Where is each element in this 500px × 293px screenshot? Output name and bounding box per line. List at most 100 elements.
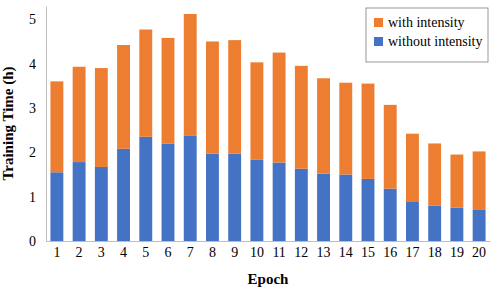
bar <box>339 174 352 241</box>
bar <box>317 174 330 241</box>
x-tick-label: 6 <box>165 245 172 260</box>
x-tick-label: 11 <box>272 245 285 260</box>
x-tick: 5 <box>142 241 149 260</box>
bar <box>250 62 263 160</box>
bar <box>139 30 152 137</box>
bar <box>117 45 130 149</box>
legend-label: without intensity <box>388 34 483 49</box>
y-tick-label: 3 <box>29 101 36 116</box>
x-tick: 12 <box>294 241 308 260</box>
y-tick-label: 4 <box>29 57 36 72</box>
x-tick: 18 <box>428 241 442 260</box>
x-tick: 19 <box>450 241 464 260</box>
x-tick: 2 <box>76 241 83 260</box>
bar <box>250 160 263 241</box>
chart: 0123451234567891011121314151617181920Epo… <box>0 0 500 293</box>
bar <box>139 137 152 241</box>
y-tick: 5 <box>29 12 46 27</box>
x-tick-label: 4 <box>120 245 127 260</box>
bar <box>162 143 175 241</box>
series-bars <box>50 14 485 210</box>
x-tick: 15 <box>361 241 375 260</box>
x-tick-label: 16 <box>383 245 397 260</box>
x-tick: 10 <box>250 241 264 260</box>
x-tick-label: 12 <box>294 245 308 260</box>
bar <box>295 169 308 241</box>
bar <box>450 208 463 241</box>
bar <box>95 68 108 167</box>
bar <box>50 81 63 172</box>
y-tick: 4 <box>29 57 46 72</box>
bar <box>428 206 441 241</box>
x-tick-label: 7 <box>187 245 194 260</box>
x-tick: 4 <box>120 241 127 260</box>
bar <box>450 155 463 208</box>
x-tick-label: 18 <box>428 245 442 260</box>
legend-swatch <box>374 18 383 27</box>
x-axis-line <box>47 241 491 242</box>
y-tick-label: 1 <box>29 190 36 205</box>
legend-box <box>366 8 488 62</box>
x-tick: 11 <box>272 241 285 260</box>
legend-item: with intensity <box>374 15 465 30</box>
y-tick: 2 <box>29 145 46 160</box>
x-tick-label: 1 <box>53 245 60 260</box>
legend-label: with intensity <box>388 15 465 30</box>
bar <box>73 162 86 241</box>
bar <box>117 149 130 241</box>
bar <box>384 105 397 189</box>
legend-item: without intensity <box>374 34 483 49</box>
y-tick: 3 <box>29 101 46 116</box>
bar <box>473 210 486 241</box>
y-tick-label: 5 <box>29 12 36 27</box>
x-tick-label: 14 <box>339 245 353 260</box>
y-tick-label: 0 <box>29 234 36 249</box>
bar <box>273 163 286 241</box>
x-tick: 13 <box>317 241 331 260</box>
x-tick: 9 <box>231 241 238 260</box>
bar <box>184 14 197 136</box>
bar <box>406 202 419 241</box>
y-axis-line <box>46 7 47 242</box>
bar <box>50 172 63 241</box>
bar <box>184 136 197 241</box>
legend-swatch <box>374 37 383 46</box>
x-axis: 1234567891011121314151617181920 <box>47 241 491 260</box>
y-tick: 0 <box>29 234 46 249</box>
x-tick-label: 15 <box>361 245 375 260</box>
bar <box>206 41 219 153</box>
bar <box>339 83 352 175</box>
x-tick: 7 <box>187 241 194 260</box>
y-tick-label: 2 <box>29 145 36 160</box>
x-tick-label: 5 <box>142 245 149 260</box>
x-tick-label: 2 <box>76 245 83 260</box>
bars <box>50 14 485 241</box>
bar <box>228 154 241 241</box>
x-tick: 20 <box>472 241 486 260</box>
x-tick-label: 10 <box>250 245 264 260</box>
bar <box>384 189 397 241</box>
x-axis-title: Epoch <box>248 271 290 287</box>
legend: with intensity without intensity <box>366 8 488 62</box>
y-tick: 1 <box>29 190 46 205</box>
bar <box>295 66 308 169</box>
series-bars <box>50 136 485 241</box>
x-tick-label: 17 <box>405 245 419 260</box>
bar <box>162 38 175 144</box>
x-tick: 8 <box>209 241 216 260</box>
bar <box>362 179 375 241</box>
x-tick-label: 19 <box>450 245 464 260</box>
bar <box>428 143 441 205</box>
x-tick: 6 <box>165 241 172 260</box>
bar <box>95 167 108 241</box>
x-tick-label: 9 <box>231 245 238 260</box>
x-tick: 14 <box>339 241 353 260</box>
bar <box>228 40 241 154</box>
x-tick: 3 <box>98 241 105 260</box>
bar <box>206 154 219 241</box>
bar <box>317 78 330 173</box>
bar <box>362 84 375 179</box>
x-tick: 1 <box>53 241 60 260</box>
x-tick: 17 <box>405 241 419 260</box>
x-tick: 16 <box>383 241 397 260</box>
